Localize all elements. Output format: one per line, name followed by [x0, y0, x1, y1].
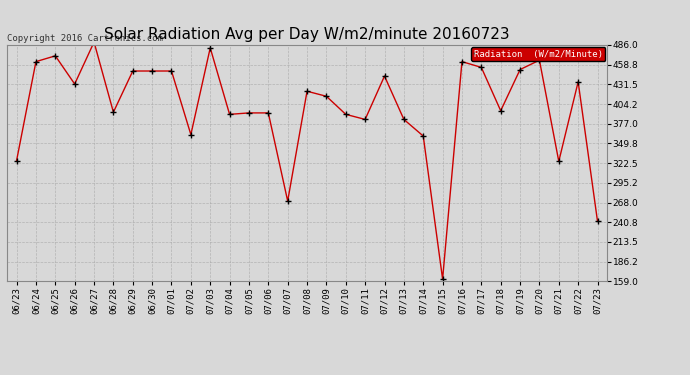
Text: Copyright 2016 Cartronics.com: Copyright 2016 Cartronics.com [7, 34, 163, 43]
Title: Solar Radiation Avg per Day W/m2/minute 20160723: Solar Radiation Avg per Day W/m2/minute … [104, 27, 510, 42]
Legend: Radiation  (W/m2/Minute): Radiation (W/m2/Minute) [471, 47, 605, 61]
